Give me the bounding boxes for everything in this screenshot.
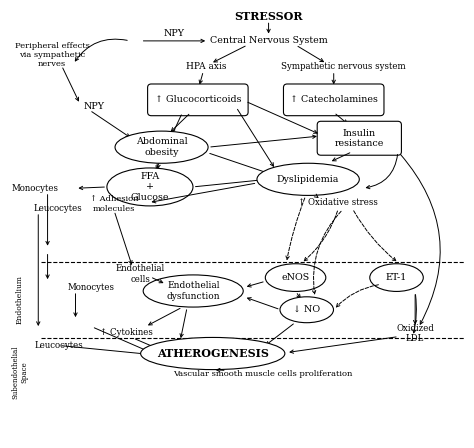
Text: Endothelial
cells: Endothelial cells	[116, 264, 165, 284]
Text: Sympathetic nervous system: Sympathetic nervous system	[281, 62, 405, 71]
Ellipse shape	[257, 163, 359, 195]
Text: ↑ Catecholamines: ↑ Catecholamines	[290, 95, 378, 104]
FancyBboxPatch shape	[283, 84, 384, 116]
Text: Monocytes: Monocytes	[68, 283, 115, 292]
Text: NPY: NPY	[83, 103, 104, 112]
Text: Vascular smooth muscle cells proliferation: Vascular smooth muscle cells proliferati…	[173, 370, 353, 378]
Ellipse shape	[141, 337, 285, 370]
Text: Oxidized
LDL: Oxidized LDL	[396, 324, 434, 343]
Text: FFA
+
Glucose: FFA + Glucose	[131, 172, 169, 202]
Text: Central Nervous System: Central Nervous System	[210, 36, 328, 45]
Text: NPY: NPY	[163, 29, 184, 38]
Text: ↑ Oxidative stress: ↑ Oxidative stress	[299, 198, 378, 207]
Text: Peripheral effects
via sympathetic
nerves: Peripheral effects via sympathetic nerve…	[15, 42, 90, 69]
Text: HPA axis: HPA axis	[185, 62, 226, 71]
Ellipse shape	[280, 297, 334, 323]
Text: ↑ Cytokines: ↑ Cytokines	[100, 327, 153, 336]
Ellipse shape	[143, 275, 243, 307]
Text: Endothelium: Endothelium	[16, 276, 24, 324]
Text: ↑ Glucocorticoids: ↑ Glucocorticoids	[155, 95, 241, 104]
Ellipse shape	[107, 168, 193, 206]
Text: Monocytes: Monocytes	[11, 184, 58, 193]
Text: Endothelial
dysfunction: Endothelial dysfunction	[166, 281, 220, 301]
Text: Insulin
resistance: Insulin resistance	[335, 129, 384, 148]
Text: ATHEROGENESIS: ATHEROGENESIS	[157, 348, 269, 359]
Text: eNOS: eNOS	[282, 273, 310, 282]
Text: Leucocytes: Leucocytes	[34, 204, 82, 213]
Text: STRESSOR: STRESSOR	[234, 11, 303, 22]
Ellipse shape	[265, 264, 326, 292]
Text: ↑ Adhesion
molecules: ↑ Adhesion molecules	[90, 195, 138, 212]
Ellipse shape	[115, 131, 208, 163]
Text: ↓ NO: ↓ NO	[293, 305, 320, 314]
Ellipse shape	[370, 264, 423, 292]
Text: Subendothelial
Space: Subendothelial Space	[11, 346, 28, 399]
Text: ET-1: ET-1	[386, 273, 407, 282]
FancyBboxPatch shape	[317, 121, 401, 155]
FancyBboxPatch shape	[147, 84, 248, 116]
Text: Leucocytes: Leucocytes	[35, 341, 84, 350]
Text: Abdominal
obesity: Abdominal obesity	[136, 138, 187, 157]
Text: Dyslipidemia: Dyslipidemia	[277, 175, 339, 184]
